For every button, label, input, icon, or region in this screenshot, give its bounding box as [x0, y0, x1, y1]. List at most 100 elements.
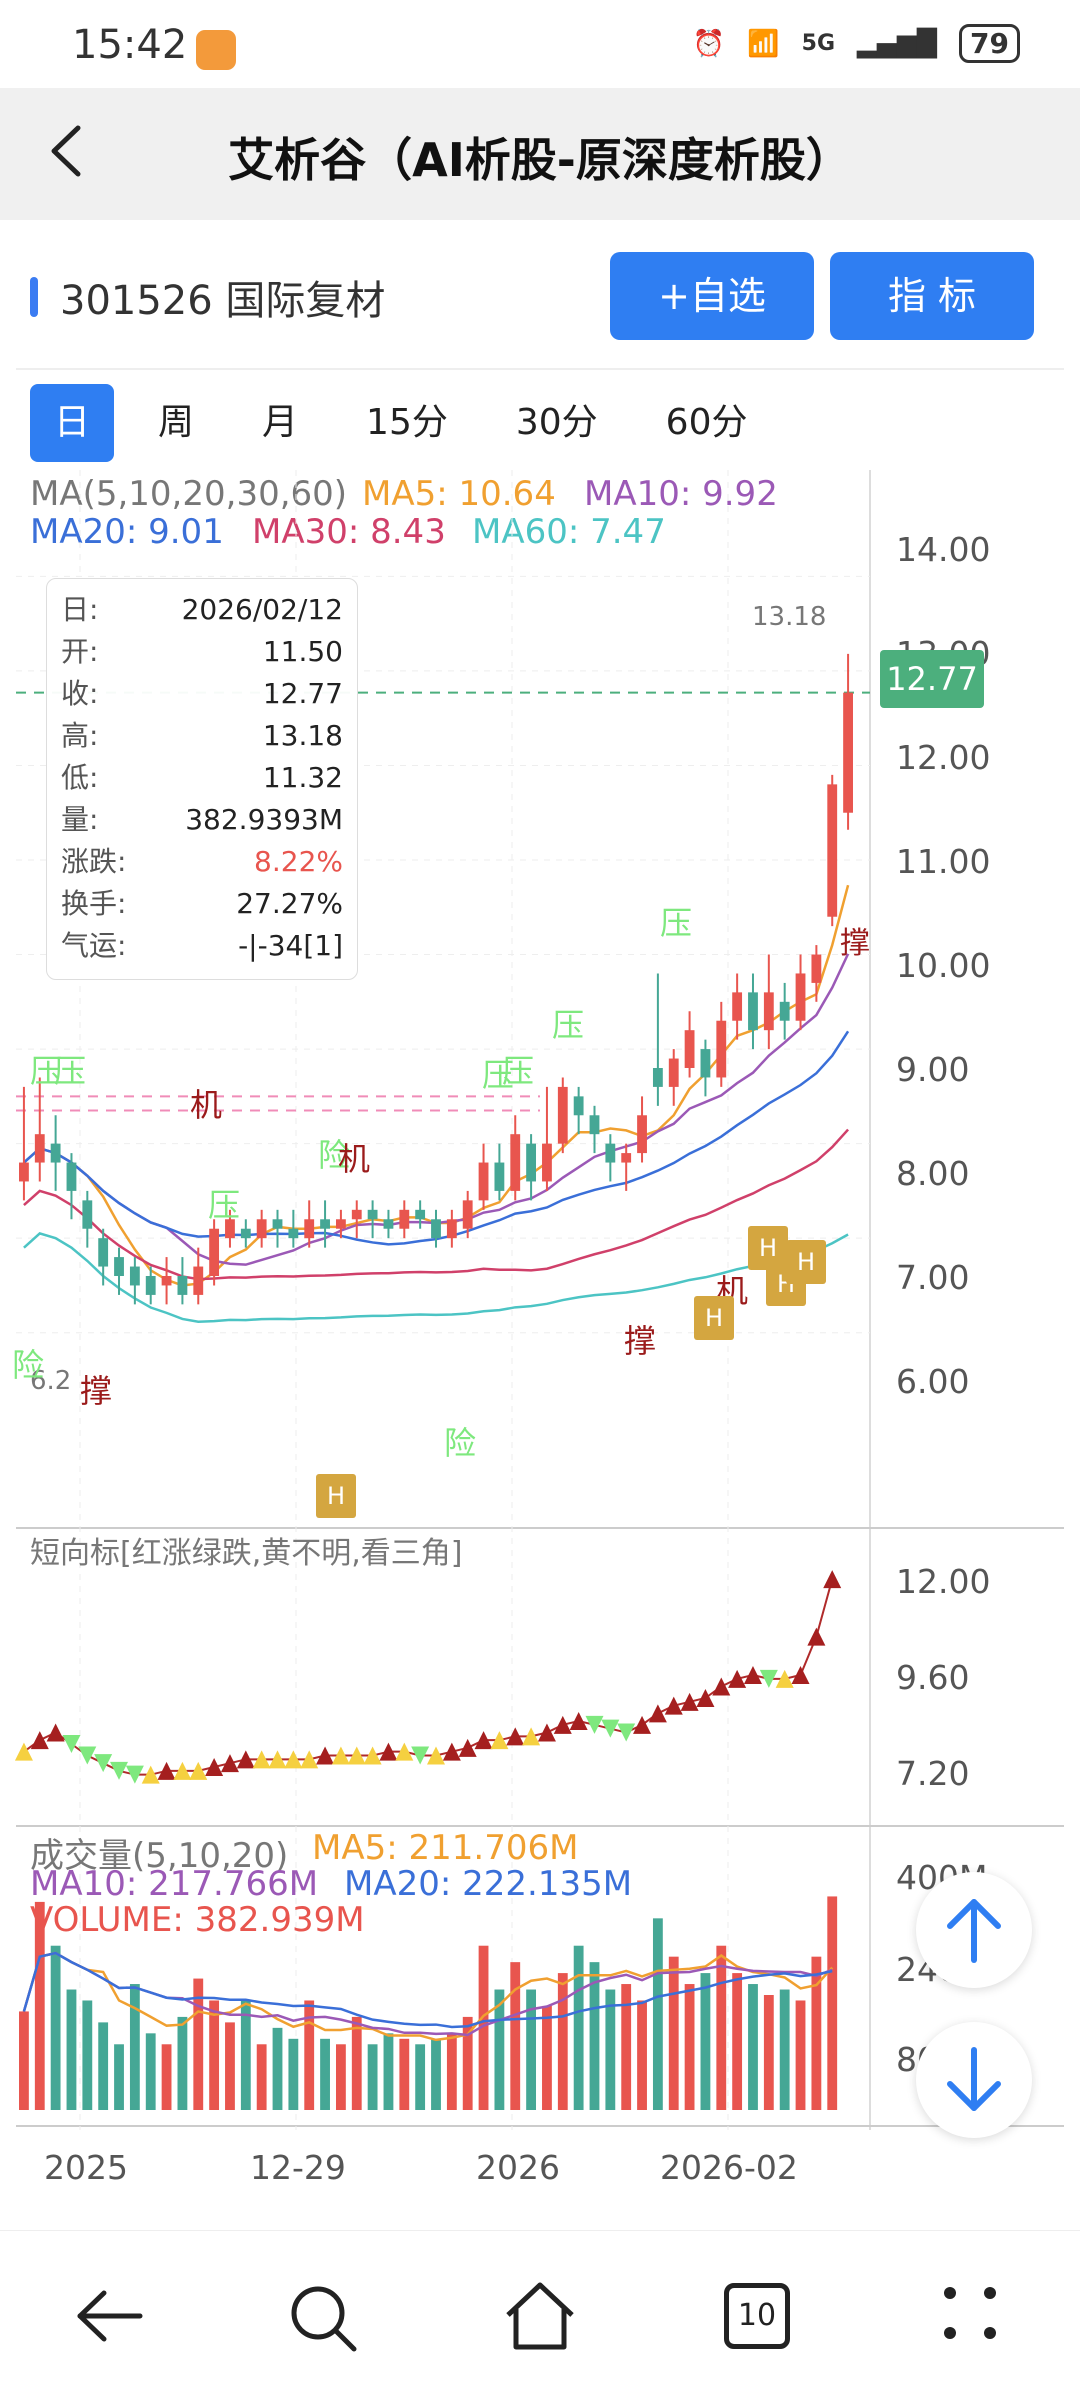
short-up-triangle	[696, 1689, 715, 1707]
short-up-triangle	[569, 1712, 588, 1730]
pressure-label: 压	[30, 1052, 63, 1090]
tab-week[interactable]: 周	[158, 402, 195, 443]
volume-bar	[478, 1945, 489, 2110]
ma10-legend: MA10: 9.92	[584, 474, 778, 514]
candle-body	[272, 1219, 283, 1229]
nav-menu-icon[interactable]	[940, 2283, 1000, 2343]
candle-body	[621, 1153, 632, 1163]
candle-body	[557, 1086, 568, 1144]
stock-accent-bar	[30, 277, 38, 317]
short-neutral-triangle	[490, 1731, 509, 1750]
volume-ma10: MA10: 217.766M	[30, 1864, 319, 1904]
short-up-triangle	[236, 1750, 255, 1769]
short-neutral-triangle	[395, 1742, 414, 1761]
candle-body	[82, 1200, 93, 1229]
short-down-triangle	[78, 1746, 97, 1765]
volume-bar	[66, 1989, 77, 2110]
short-indicator-line	[23, 1578, 834, 1776]
short-up-triangle	[680, 1692, 699, 1711]
short-axis-tick: 9.60	[896, 1658, 970, 1697]
volume-bar	[621, 1984, 632, 2110]
short-down-triangle	[411, 1746, 430, 1765]
volume-bar	[383, 2033, 394, 2110]
candle-body	[145, 1276, 156, 1295]
short-up-triangle	[442, 1742, 461, 1761]
short-up-triangle	[648, 1704, 667, 1723]
nav-tabs-button[interactable]: 10	[724, 2283, 790, 2349]
short-axis-tick: 12.00	[896, 1562, 991, 1601]
candle-body	[66, 1162, 77, 1191]
short-down-triangle	[585, 1715, 604, 1734]
tab-60min[interactable]: 60分	[665, 402, 748, 443]
short-neutral-triangle	[300, 1750, 319, 1769]
pressure-label: 压	[54, 1052, 87, 1090]
volume-bar	[50, 1945, 61, 2110]
price-tick: 8.00	[896, 1154, 970, 1193]
volume-bar	[652, 1918, 663, 2110]
high-price-marker: 13.18	[752, 602, 827, 632]
short-up-triangle	[205, 1758, 224, 1776]
volume-bar	[335, 2044, 346, 2110]
info-fortune: 气运: -|-34[1]	[61, 929, 343, 962]
scroll-up-button[interactable]	[916, 1872, 1032, 1988]
candle-body	[114, 1257, 124, 1276]
status-icons: ⏰ 📶 5G ▂▄▆█ 79	[693, 24, 1020, 63]
candle-body	[193, 1266, 204, 1295]
volume-bar	[573, 1945, 584, 2110]
price-chart	[19, 653, 853, 1323]
pressure-label: 压	[552, 1006, 585, 1044]
volume-bar	[367, 2044, 378, 2110]
candle-body	[843, 692, 853, 813]
volume-bar	[114, 2044, 124, 2110]
kline-chart[interactable]	[0, 470, 1080, 2160]
short-axis-tick: 7.20	[896, 1754, 970, 1793]
short-up-triangle	[807, 1627, 826, 1646]
tab-30min[interactable]: 30分	[515, 402, 598, 443]
info-open: 开: 11.50	[61, 635, 343, 668]
tab-15min[interactable]: 15分	[366, 402, 448, 443]
nav-home-icon[interactable]	[500, 2275, 580, 2355]
volume-bar	[304, 2000, 315, 2110]
nav-search-icon[interactable]	[284, 2279, 364, 2355]
back-button[interactable]	[38, 116, 98, 186]
candle-info-box: 日: 2026/02/12 开: 11.50 收: 12.77 高: 13.18 低: 1…	[46, 578, 358, 980]
pressure-label: 压	[502, 1052, 535, 1090]
volume-bar	[732, 1973, 743, 2110]
short-down-triangle	[617, 1723, 636, 1742]
short-up-triangle	[791, 1666, 810, 1684]
price-tick: 7.00	[896, 1258, 970, 1297]
status-bar: 15:42 ⏰ 📶 5G ▂▄▆█ 79	[0, 0, 1080, 88]
h-marker: H	[694, 1296, 734, 1340]
indicator-button[interactable]: 指 标	[830, 252, 1034, 340]
candle-body	[304, 1219, 315, 1239]
short-up-triangle	[46, 1723, 65, 1742]
scroll-down-button[interactable]	[916, 2022, 1032, 2138]
volume-bar	[526, 1989, 537, 2110]
candle-body	[34, 1134, 45, 1163]
candle-body	[335, 1219, 346, 1229]
candle-body	[177, 1276, 188, 1295]
candle-body	[637, 1115, 647, 1154]
tab-day[interactable]: 日	[30, 384, 115, 462]
short-neutral-triangle	[189, 1761, 208, 1780]
volume-bar	[415, 2044, 426, 2110]
volume-bar	[779, 1989, 790, 2110]
volume-current: VOLUME: 382.939M	[30, 1900, 365, 1940]
add-watchlist-button[interactable]: +自选	[610, 252, 814, 340]
volume-bar	[320, 2038, 330, 2110]
date-tick: 2026-02	[660, 2148, 798, 2187]
pressure-label: 压	[660, 904, 693, 942]
candle-body	[478, 1162, 489, 1201]
candle-body	[367, 1209, 378, 1220]
short-neutral-triangle	[14, 1742, 33, 1761]
price-tick: 9.00	[896, 1050, 970, 1089]
price-tick: 11.00	[896, 842, 991, 881]
date-tick: 2026	[476, 2148, 560, 2187]
nav-back-icon[interactable]	[70, 2281, 150, 2351]
low-price-marker: 6.2	[30, 1366, 72, 1396]
short-neutral-triangle	[268, 1750, 287, 1769]
short-down-triangle	[110, 1761, 129, 1780]
network-label: 5G	[801, 31, 836, 56]
tab-month[interactable]: 月	[262, 402, 299, 443]
volume-bar	[288, 2038, 299, 2110]
